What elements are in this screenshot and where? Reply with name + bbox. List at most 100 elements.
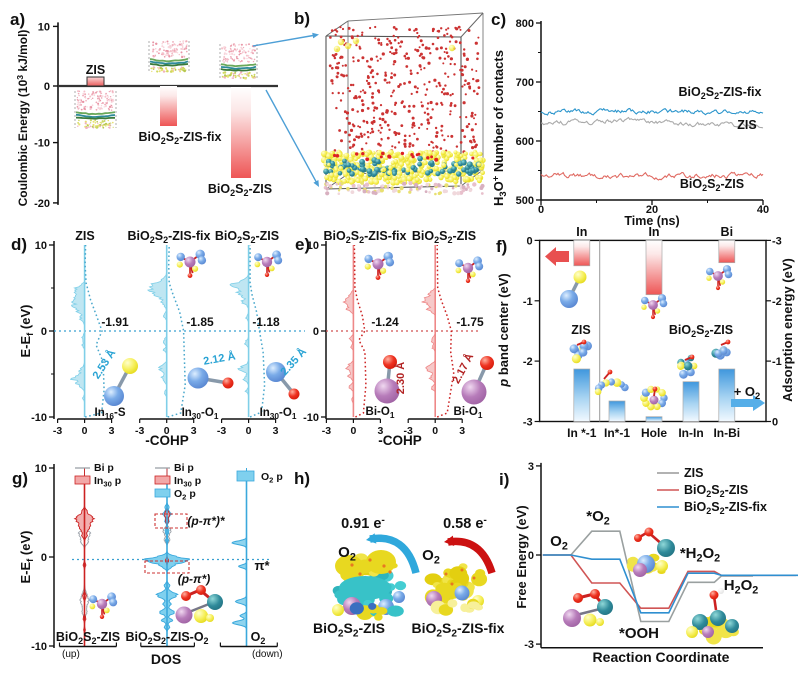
svg-text:3: 3 (109, 425, 115, 437)
svg-text:Bi: Bi (721, 225, 734, 239)
svg-text:ZIS: ZIS (571, 323, 590, 337)
svg-text:0: 0 (313, 326, 319, 338)
svg-text:10: 10 (38, 21, 50, 33)
svg-text:0: 0 (772, 417, 778, 429)
svg-text:0: 0 (41, 552, 47, 564)
svg-text:-3: -3 (53, 425, 62, 437)
svg-text:0: 0 (526, 235, 532, 247)
svg-text:DOS: DOS (151, 651, 181, 667)
svg-text:-1.24: -1.24 (371, 315, 399, 329)
svg-text:BiO2S2-ZIS-O2: BiO2S2-ZIS-O2 (125, 630, 208, 646)
svg-text:Reaction Coordinate: Reaction Coordinate (593, 649, 730, 665)
svg-text:e): e) (295, 235, 310, 254)
svg-text:2.12 Å: 2.12 Å (202, 349, 236, 367)
svg-text:h): h) (294, 469, 310, 488)
svg-text:-3: -3 (523, 417, 533, 429)
svg-text:0: 0 (82, 425, 88, 437)
svg-text:700: 700 (516, 77, 534, 89)
svg-text:Bi p: Bi p (174, 462, 194, 474)
svg-text:BiO2S2-ZIS: BiO2S2-ZIS (669, 323, 733, 339)
svg-text:*OOH: *OOH (619, 625, 659, 642)
svg-text:-2: -2 (772, 296, 782, 308)
svg-text:-3: -3 (772, 235, 782, 247)
svg-text:3: 3 (528, 461, 534, 473)
svg-text:-3: -3 (404, 425, 413, 437)
svg-text:-COHP: -COHP (145, 433, 189, 448)
svg-text:BiO2S2-ZIS-fix: BiO2S2-ZIS-fix (128, 229, 211, 245)
svg-text:10: 10 (307, 240, 319, 252)
svg-text:800: 800 (516, 18, 534, 30)
svg-text:0.58 e-: 0.58 e- (443, 515, 487, 532)
svg-text:0: 0 (41, 326, 47, 338)
svg-text:In30-O1: In30-O1 (260, 407, 297, 421)
svg-text:0: 0 (350, 425, 356, 437)
svg-text:BiO2S2-ZIS: BiO2S2-ZIS (684, 483, 748, 499)
svg-text:BiO2S2-ZIS: BiO2S2-ZIS (680, 177, 744, 193)
svg-text:Bi p: Bi p (94, 462, 114, 474)
svg-text:0.91 e-: 0.91 e- (341, 515, 385, 532)
svg-text:In-Bi: In-Bi (713, 426, 740, 440)
svg-text:π*: π* (254, 558, 270, 573)
svg-text:(up): (up) (62, 649, 80, 660)
svg-text:-1.75: -1.75 (456, 315, 484, 329)
svg-text:-3: -3 (135, 425, 144, 437)
svg-text:ZIS: ZIS (737, 118, 756, 132)
svg-text:0: 0 (528, 550, 534, 562)
svg-text:(p-π*)*: (p-π*)* (187, 514, 226, 528)
svg-text:ZIS: ZIS (684, 466, 703, 480)
svg-text:-10: -10 (31, 641, 47, 653)
svg-text:In30 p: In30 p (94, 475, 121, 489)
svg-text:-10: -10 (31, 412, 47, 424)
svg-text:-1.91: -1.91 (101, 315, 129, 329)
svg-text:BiO2S2-ZIS-fix: BiO2S2-ZIS-fix (412, 620, 505, 639)
svg-text:2.30 Å: 2.30 Å (394, 362, 407, 394)
svg-text:BiO2S2-ZIS: BiO2S2-ZIS (215, 229, 279, 245)
svg-text:-1.85: -1.85 (186, 315, 214, 329)
svg-text:In: In (576, 225, 587, 239)
svg-text:In-In: In-In (678, 426, 703, 440)
svg-text:In30-O1: In30-O1 (182, 407, 219, 421)
svg-text:-3: -3 (524, 639, 534, 651)
svg-text:In30 p: In30 p (174, 475, 201, 489)
svg-text:a): a) (10, 10, 25, 29)
svg-text:E-Ef (eV): E-Ef (eV) (18, 531, 35, 584)
svg-text:In: In (648, 225, 659, 239)
svg-text:40: 40 (757, 204, 769, 216)
svg-text:-2: -2 (523, 356, 533, 368)
svg-text:-10: -10 (34, 138, 50, 150)
svg-text:0: 0 (164, 425, 170, 437)
svg-text:500: 500 (516, 195, 534, 207)
svg-text:Bi-O1: Bi-O1 (366, 406, 395, 420)
svg-text:-3: -3 (217, 425, 226, 437)
svg-text:BiO2S2-ZIS-fix: BiO2S2-ZIS-fix (324, 229, 407, 245)
svg-text:ZIS: ZIS (86, 63, 105, 77)
svg-text:10: 10 (35, 463, 47, 475)
svg-text:Hole: Hole (641, 426, 667, 440)
svg-text:600: 600 (516, 136, 534, 148)
svg-text:Free Energy (eV): Free Energy (eV) (514, 505, 529, 608)
svg-text:-1: -1 (523, 296, 533, 308)
svg-text:In *-1: In *-1 (567, 426, 597, 440)
svg-text:H3O+ Number of contacts: H3O+ Number of contacts (490, 50, 508, 206)
svg-text:O2 p: O2 p (174, 488, 196, 502)
svg-text:E-Ef (eV): E-Ef (eV) (18, 305, 35, 358)
svg-text:0: 0 (432, 425, 438, 437)
svg-text:3: 3 (459, 425, 465, 437)
svg-text:O2 p: O2 p (261, 471, 283, 485)
svg-text:In16-S: In16-S (95, 407, 126, 421)
svg-text:3: 3 (273, 425, 279, 437)
svg-text:BiO2S2-ZIS-fix: BiO2S2-ZIS-fix (139, 130, 222, 146)
svg-text:BiO2S2-ZIS: BiO2S2-ZIS (208, 182, 272, 198)
svg-text:ZIS: ZIS (75, 229, 94, 243)
svg-text:f): f) (496, 237, 507, 256)
svg-text:g): g) (12, 469, 28, 488)
svg-text:20: 20 (646, 204, 658, 216)
svg-text:Bi-O1: Bi-O1 (454, 406, 483, 420)
svg-text:(p-π*): (p-π*) (178, 572, 211, 586)
svg-text:-COHP: -COHP (378, 433, 422, 448)
svg-text:*H2O2: *H2O2 (680, 545, 720, 565)
svg-text:Time (ns): Time (ns) (624, 214, 679, 228)
svg-text:BiO2S2-ZIS-fix: BiO2S2-ZIS-fix (684, 500, 767, 516)
svg-text:0: 0 (246, 425, 252, 437)
svg-text:b): b) (294, 9, 310, 28)
